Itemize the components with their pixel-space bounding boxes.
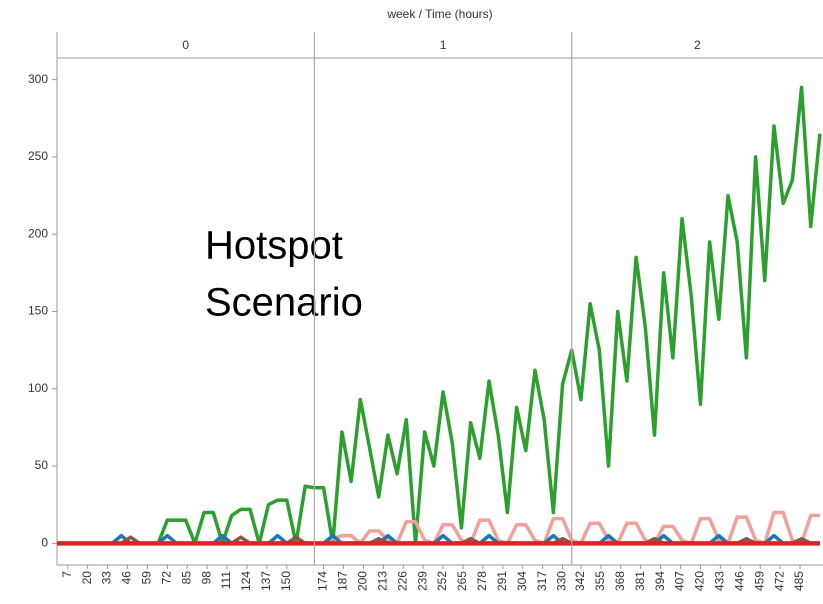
x-tick-label: 137 (259, 571, 273, 591)
annotation: Hotspot (205, 224, 343, 268)
x-tick-label: 59 (140, 571, 154, 585)
x-tick-label: 330 (555, 571, 569, 591)
x-tick-label: 394 (653, 571, 667, 591)
x-tick-label: 485 (792, 571, 806, 591)
y-tick-label: 0 (41, 536, 48, 550)
x-tick-label: 304 (515, 571, 529, 591)
x-tick-label: 7 (60, 571, 74, 578)
x-tick-label: 213 (375, 571, 389, 591)
annotation: Scenario (205, 281, 363, 325)
plot-area (57, 85, 822, 546)
x-tick-label: 368 (613, 571, 627, 591)
x-tick-label: 317 (535, 571, 549, 591)
facet-label: 1 (440, 38, 447, 52)
x-tick-label: 111 (219, 571, 233, 590)
y-tick-label: 150 (28, 304, 48, 318)
x-tick-label: 381 (633, 571, 647, 591)
x-tick-label: 420 (693, 571, 707, 591)
x-tick-label: 72 (159, 571, 173, 585)
x-tick-label: 433 (713, 571, 727, 591)
y-tick-label: 50 (35, 458, 49, 472)
x-tick-label: 265 (455, 571, 469, 591)
x-tick-label: 98 (199, 571, 213, 585)
y-tick-label: 250 (28, 149, 48, 163)
series-line (57, 85, 822, 546)
x-tick-label: 174 (316, 571, 330, 591)
y-tick-label: 300 (28, 72, 48, 86)
x-tick-label: 278 (475, 571, 489, 591)
chart-title: week / Time (hours) (386, 7, 492, 21)
x-tick-label: 459 (752, 571, 766, 591)
x-tick-label: 291 (495, 571, 509, 591)
x-tick-label: 472 (772, 571, 786, 591)
x-tick-label: 20 (80, 571, 94, 585)
facet-label: 2 (694, 38, 701, 52)
x-tick-label: 200 (356, 571, 370, 591)
x-tick-label: 342 (573, 571, 587, 591)
x-tick-label: 446 (732, 571, 746, 591)
x-tick-label: 355 (593, 571, 607, 591)
y-tick-label: 200 (28, 226, 48, 240)
facet-label: 0 (182, 38, 189, 52)
x-tick-label: 150 (279, 571, 293, 591)
x-tick-label: 252 (435, 571, 449, 591)
x-tick-label: 33 (100, 571, 114, 585)
x-tick-label: 46 (120, 571, 134, 585)
x-tick-label: 187 (336, 571, 350, 591)
x-tick-label: 239 (415, 571, 429, 591)
x-tick-label: 226 (395, 571, 409, 591)
y-tick-label: 100 (28, 381, 48, 395)
x-tick-label: 407 (673, 571, 687, 591)
x-tick-label: 124 (239, 571, 253, 591)
x-tick-label: 85 (179, 571, 193, 585)
